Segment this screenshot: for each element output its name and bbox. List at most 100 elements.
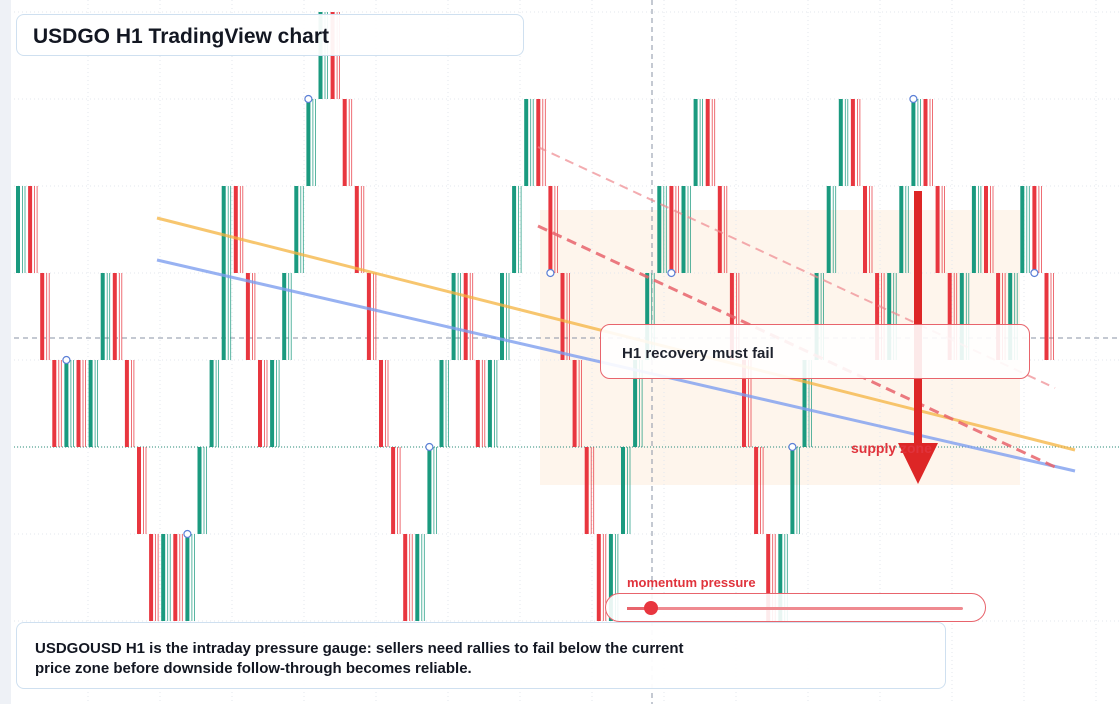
candle — [233, 186, 244, 273]
candle — [221, 186, 232, 360]
candle — [487, 360, 498, 447]
candle — [427, 447, 437, 534]
candle-body — [996, 273, 1001, 360]
candle — [669, 186, 679, 273]
candle — [1020, 186, 1030, 273]
candle — [754, 447, 764, 534]
candle-body — [1020, 186, 1025, 273]
candle — [439, 360, 449, 447]
candle — [838, 99, 849, 186]
supply-zone-label: supply zone — [851, 440, 932, 456]
candle-body — [173, 534, 178, 621]
candle-body — [64, 360, 69, 447]
candle — [366, 273, 377, 360]
candle — [1044, 273, 1054, 360]
candle — [693, 99, 703, 186]
candle-body — [245, 273, 250, 360]
candle-body — [1008, 273, 1013, 360]
candle-body — [463, 273, 468, 360]
candle — [209, 360, 220, 447]
candle-body — [838, 99, 843, 186]
candle-body — [947, 273, 952, 360]
candle-body — [923, 99, 928, 186]
candle — [863, 186, 873, 273]
circle-marker-icon — [304, 94, 313, 104]
candle-body — [536, 99, 541, 186]
candle-body — [935, 186, 940, 273]
candle — [560, 273, 570, 360]
chart-left-edge — [0, 0, 11, 704]
candle — [379, 360, 389, 447]
candle-body — [197, 447, 202, 534]
candle — [681, 186, 691, 273]
candle-body — [294, 186, 299, 273]
candle-body — [16, 186, 20, 273]
candle-body — [221, 186, 226, 360]
candle — [197, 447, 207, 534]
candle-body — [149, 534, 154, 621]
candle-body — [693, 99, 698, 186]
candle-body — [88, 360, 93, 447]
candle-body — [439, 360, 444, 447]
candle-body — [657, 186, 662, 273]
circle-marker-icon — [546, 268, 555, 278]
candle-body — [887, 273, 892, 360]
candle-series — [16, 12, 1054, 621]
candle — [76, 360, 86, 447]
candle-body — [633, 360, 638, 447]
candle-body — [40, 273, 45, 360]
candle — [403, 534, 413, 621]
candle — [463, 273, 474, 360]
candle-body — [391, 447, 396, 534]
recovery-callout: H1 recovery must fail — [600, 324, 1030, 379]
candle — [524, 99, 534, 186]
candle — [391, 447, 401, 534]
analysis-note-card: USDGOUSD H1 is the intraday pressure gau… — [16, 622, 946, 689]
candle-body — [52, 360, 57, 447]
candle — [826, 186, 837, 273]
candle-body — [814, 273, 819, 360]
candle — [415, 534, 425, 621]
candle-body — [608, 534, 613, 621]
momentum-gauge[interactable] — [605, 593, 986, 622]
gauge-track — [627, 601, 963, 615]
candle — [306, 99, 316, 186]
candle — [245, 273, 256, 360]
candle-body — [100, 273, 105, 360]
candle — [1032, 186, 1042, 273]
candle — [584, 447, 595, 534]
candle — [270, 360, 280, 447]
candle-body — [1032, 186, 1037, 273]
chart-title-card: USDGO H1 TradingView chart — [16, 14, 524, 56]
gauge-knob[interactable] — [643, 601, 658, 615]
candle-body — [596, 534, 601, 621]
circle-marker-icon — [667, 268, 676, 278]
candle-body — [681, 186, 686, 273]
candle-body — [76, 360, 81, 447]
candle-body — [306, 99, 311, 186]
candle-body — [258, 360, 262, 447]
candle — [923, 99, 933, 186]
candle-body — [645, 273, 650, 360]
candle-body — [270, 360, 275, 447]
candle — [717, 186, 728, 273]
candle-body — [366, 273, 371, 360]
candle — [621, 447, 631, 534]
circle-marker-icon — [62, 355, 71, 365]
resistance-line-faint[interactable] — [537, 146, 1056, 389]
candle-body — [112, 273, 117, 360]
candle-body — [403, 534, 408, 621]
candle-body — [354, 186, 359, 273]
candle-body — [161, 534, 166, 621]
candle — [28, 186, 38, 273]
candle-body — [705, 99, 710, 186]
candle-body — [342, 99, 347, 186]
candle-body — [415, 534, 420, 621]
candle — [475, 360, 486, 447]
candle — [149, 534, 159, 621]
candle-body — [475, 360, 480, 447]
candle-body — [742, 360, 746, 447]
candle — [705, 99, 716, 186]
candle-body — [971, 186, 976, 273]
candle — [16, 186, 26, 273]
